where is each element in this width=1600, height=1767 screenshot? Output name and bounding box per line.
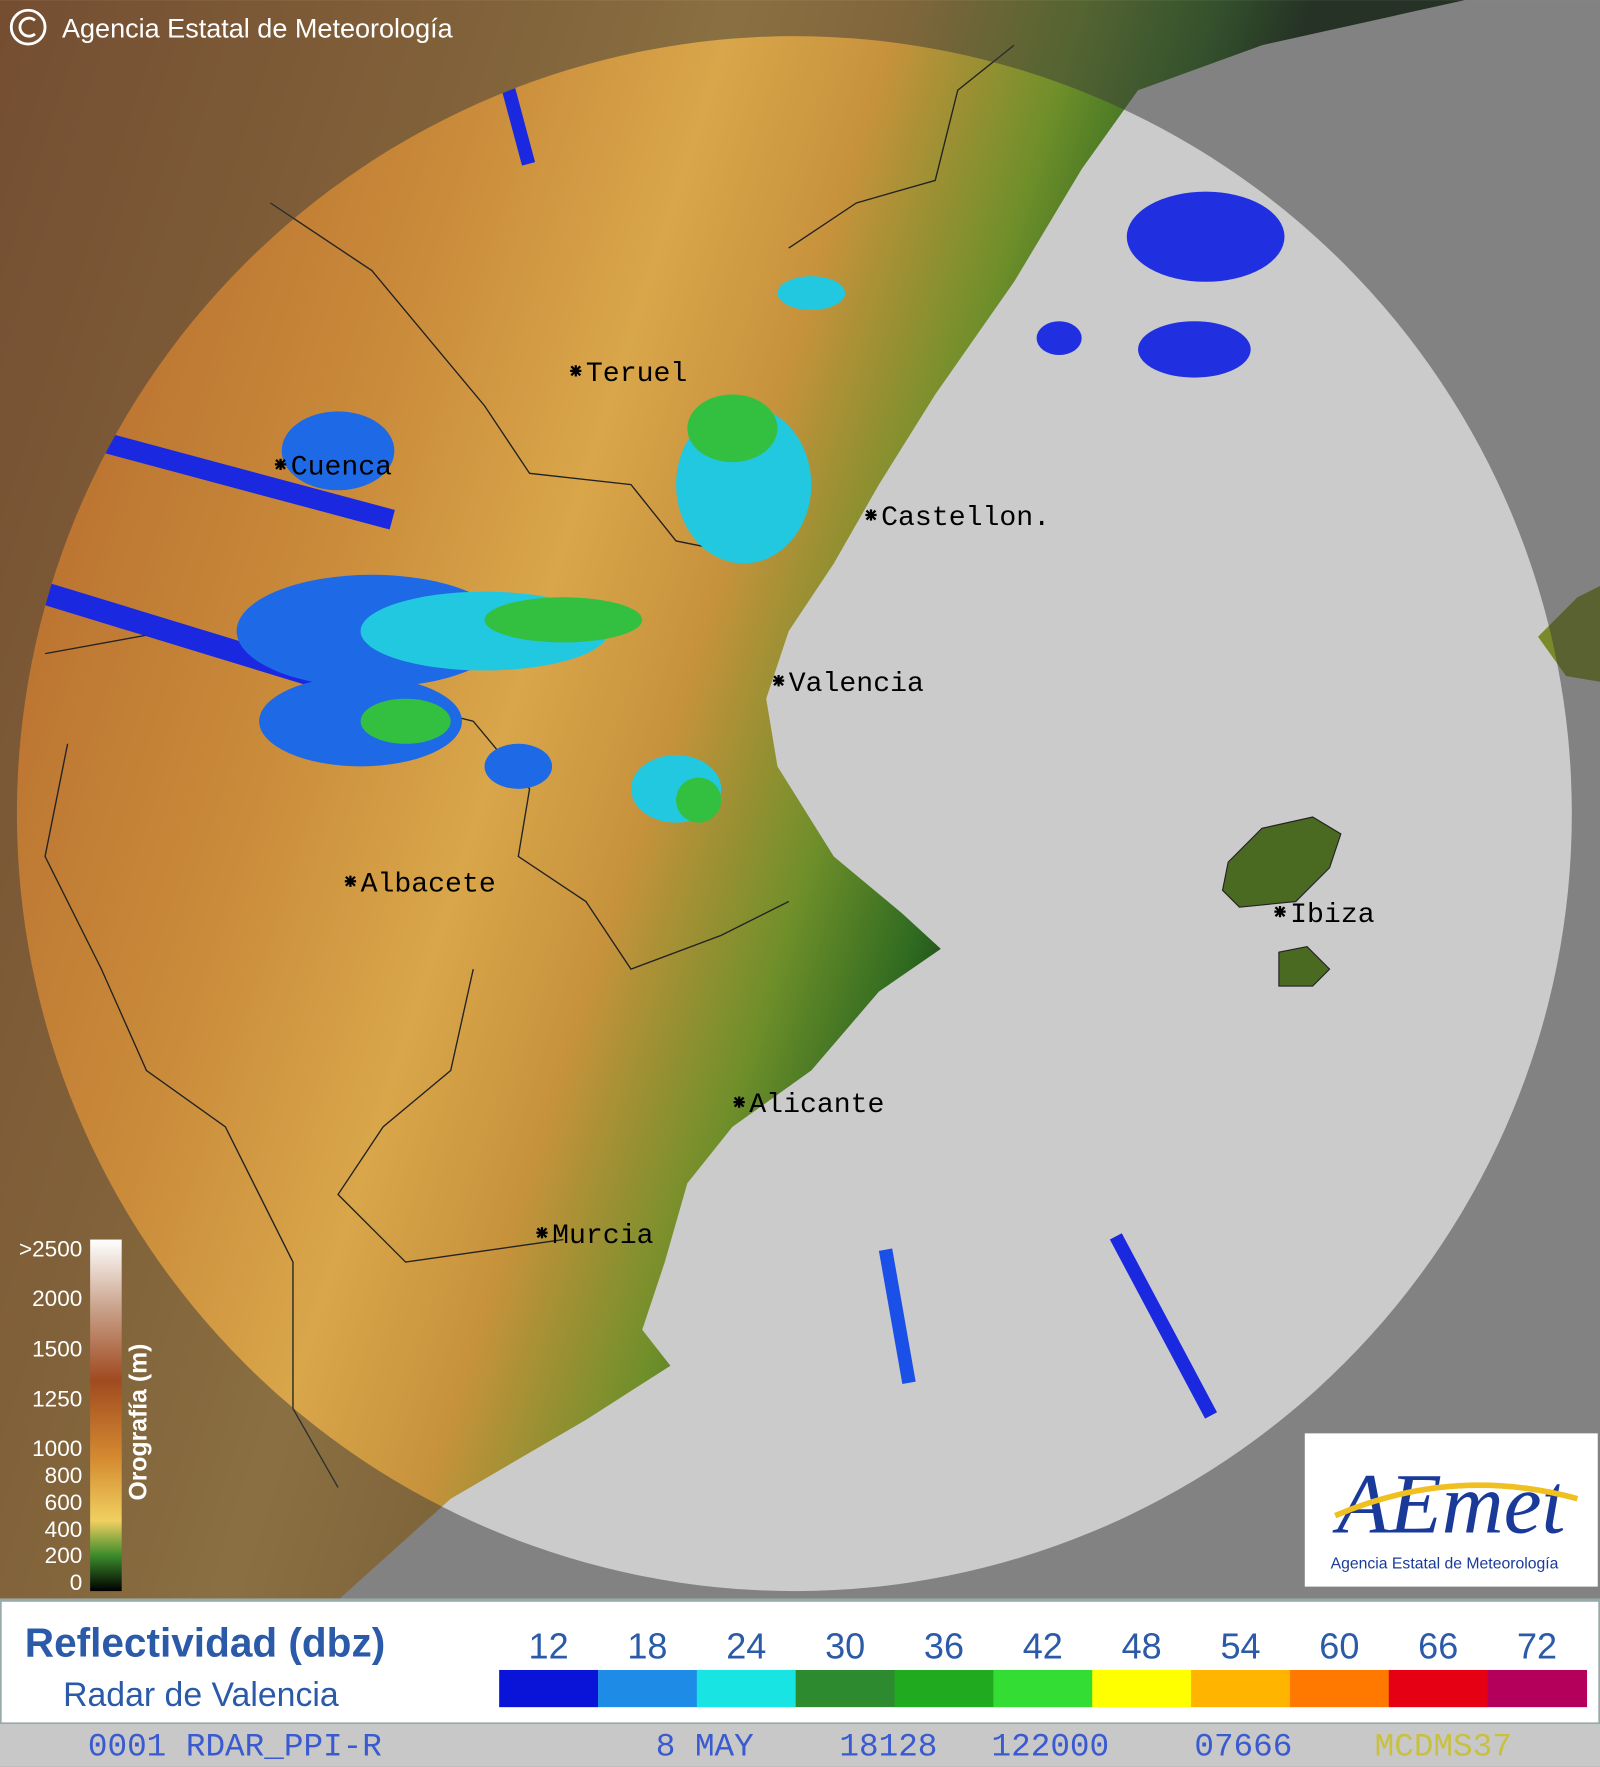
- status-date: 8 MAY: [656, 1729, 754, 1766]
- status-station: 07666: [1194, 1729, 1292, 1766]
- city-label: Alicante: [749, 1090, 884, 1121]
- logo-swoosh: [1334, 1482, 1579, 1519]
- reflectivity-label: 30: [825, 1626, 865, 1667]
- status-bar: [0, 1724, 1600, 1767]
- reflectivity-swatch: [1487, 1669, 1588, 1708]
- reflectivity-label: 18: [627, 1626, 667, 1667]
- city-marker: [1274, 906, 1286, 918]
- reflectivity-swatch: [1191, 1669, 1291, 1708]
- orography-label: 400: [45, 1517, 83, 1542]
- city-marker: [536, 1227, 548, 1239]
- reflectivity-swatch: [598, 1669, 698, 1708]
- reflectivity-swatch: [499, 1669, 599, 1708]
- city-label: Cuenca: [291, 452, 392, 483]
- city-label: Teruel: [586, 359, 687, 390]
- orography-label: 800: [45, 1463, 83, 1488]
- city-marker: [733, 1096, 745, 1108]
- reflectivity-swatch: [1388, 1669, 1489, 1708]
- reflectivity-label: 48: [1122, 1626, 1162, 1667]
- status-line: 0001 RDAR_PPI-R 8 MAY 18128 122000 07666…: [88, 1729, 1512, 1766]
- city-label: Castellon.: [881, 503, 1050, 534]
- city-marker: [570, 365, 582, 377]
- reflectivity-subtitle: Radar de Valencia: [63, 1676, 339, 1714]
- orography-label: 200: [45, 1543, 83, 1568]
- copyright-icon: [9, 8, 47, 46]
- city-marker: [344, 875, 357, 887]
- reflectivity-swatch: [993, 1669, 1093, 1708]
- reflectivity-swatch: [894, 1669, 994, 1708]
- island-ibiza: [1221, 816, 1342, 987]
- city-marker: [772, 675, 785, 687]
- orography-label: >2500: [19, 1236, 82, 1261]
- reflectivity-label: 54: [1220, 1626, 1260, 1667]
- copyright-text: Agencia Estatal de Meteorología: [62, 13, 454, 43]
- reflectivity-label: 42: [1023, 1626, 1063, 1667]
- radar-echoes: [16, 64, 1285, 1419]
- reflectivity-swatch: [696, 1669, 797, 1708]
- city-marker: [865, 509, 877, 521]
- reflectivity-label: 12: [529, 1626, 569, 1667]
- orography-label: 1000: [32, 1436, 82, 1461]
- city-label: Murcia: [552, 1221, 653, 1252]
- orography-label: 1500: [32, 1337, 82, 1362]
- status-product: 0001 RDAR_PPI-R: [88, 1729, 382, 1766]
- reflectivity-swatch: [1289, 1669, 1390, 1708]
- reflectivity-label: 60: [1319, 1626, 1359, 1667]
- logo-subtitle: Agencia Estatal de Meteorología: [1331, 1556, 1559, 1573]
- reflectivity-label: 24: [726, 1626, 766, 1667]
- reflectivity-scale: 12 18 24 30 36 42 48 54 60 66 72: [499, 1626, 1588, 1708]
- reflectivity-label: 72: [1517, 1626, 1557, 1667]
- status-suffix: MCDMS37: [1375, 1729, 1512, 1766]
- reflectivity-swatch: [795, 1669, 896, 1708]
- city-label: Valencia: [789, 669, 924, 700]
- orography-label: 1250: [32, 1386, 82, 1411]
- city-label: Albacete: [361, 869, 496, 900]
- city-marker: [274, 458, 287, 470]
- land: [0, 0, 1465, 1601]
- reflectivity-label: 36: [924, 1626, 964, 1667]
- reflectivity-title: Reflectividad (dbz): [25, 1619, 385, 1665]
- orography-label: 600: [45, 1490, 83, 1515]
- city-label: Ibiza: [1290, 900, 1374, 931]
- reflectivity-swatch: [1092, 1669, 1192, 1708]
- status-code: 18128: [839, 1729, 937, 1766]
- city-labels: Teruel Cuenca Castellon. Valencia Albacete Ib…: [274, 359, 1375, 1252]
- orography-label: 0: [70, 1570, 83, 1595]
- orography-label: 2000: [32, 1286, 82, 1311]
- status-time: 122000: [992, 1729, 1110, 1766]
- orography-title: Orografía (m): [125, 1344, 152, 1501]
- orography-bar: [90, 1239, 122, 1592]
- reflectivity-label: 66: [1418, 1626, 1458, 1667]
